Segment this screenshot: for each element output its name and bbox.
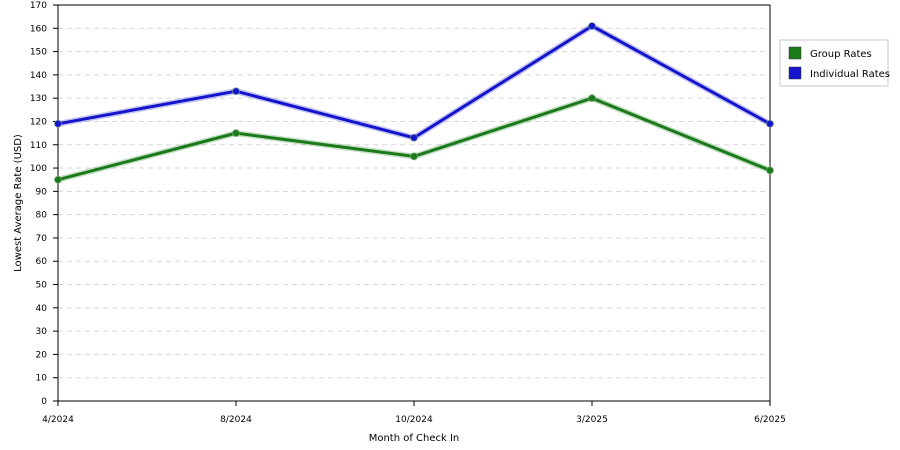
y-tick-label: 100 — [30, 164, 47, 174]
legend-label: Group Rates — [810, 49, 872, 60]
x-tick-label: 6/2025 — [754, 415, 786, 425]
legend: Group Rates Individual Rates — [779, 39, 890, 87]
y-tick-label: 150 — [30, 48, 47, 58]
data-point — [232, 129, 240, 138]
y-tick-label: 110 — [30, 141, 47, 151]
y-axis-title: Lowest Average Rate (USD) — [13, 134, 24, 272]
legend-swatch — [788, 46, 802, 60]
data-point — [588, 21, 596, 30]
y-tick-label: 140 — [30, 71, 47, 81]
data-point — [766, 119, 774, 128]
y-tick-label: 50 — [36, 281, 48, 291]
legend-swatch — [788, 66, 802, 80]
data-point — [232, 87, 240, 96]
y-tick-label: 70 — [36, 234, 48, 244]
data-point — [766, 166, 774, 175]
y-tick-label: 0 — [41, 397, 47, 407]
y-tick-label: 40 — [36, 304, 48, 314]
grid-lines — [58, 27, 770, 379]
data-point — [54, 175, 62, 184]
legend-label: Individual Rates — [810, 69, 890, 80]
y-tick-label: 90 — [36, 187, 48, 197]
x-tick-label: 8/2024 — [220, 415, 252, 425]
y-axis: 0 10 20 30 40 50 60 70 80 90 100 110 120 130 140 150 160… — [30, 1, 58, 407]
y-tick-label: 160 — [30, 24, 47, 34]
data-point — [410, 152, 418, 161]
y-tick-label: 20 — [36, 350, 48, 360]
series-lines — [54, 21, 774, 184]
x-axis-title: Month of Check In — [369, 433, 460, 444]
y-tick-label: 120 — [30, 117, 47, 127]
y-tick-label: 10 — [36, 374, 48, 384]
y-tick-label: 30 — [36, 327, 48, 337]
y-tick-label: 170 — [30, 1, 47, 11]
data-point — [54, 119, 62, 128]
y-tick-label: 130 — [30, 94, 47, 104]
x-tick-label: 3/2025 — [576, 415, 608, 425]
x-axis: 4/2024 8/2024 10/2024 3/2025 6/2025 — [42, 401, 786, 425]
x-tick-label: 10/2024 — [395, 415, 433, 425]
y-tick-label: 80 — [36, 211, 48, 221]
data-point — [588, 94, 596, 103]
y-tick-label: 60 — [36, 257, 48, 267]
x-tick-label: 4/2024 — [42, 415, 74, 425]
data-point — [410, 133, 418, 142]
